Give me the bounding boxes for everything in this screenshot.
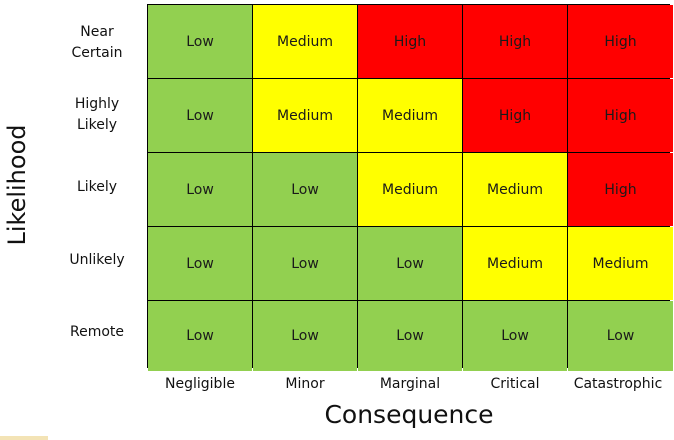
risk-cell: Medium [463, 227, 567, 300]
risk-cell: Medium [358, 153, 462, 226]
column-label-critical: Critical [490, 376, 540, 392]
column-label-minor: Minor [285, 376, 325, 392]
risk-cell: Low [148, 227, 252, 300]
column-label-catastrophic: Catastrophic [573, 376, 663, 392]
risk-cell: Low [358, 227, 462, 300]
risk-cell: High [568, 153, 673, 226]
risk-cell: Low [253, 301, 357, 371]
y-axis-title-text: Likelihood [3, 124, 31, 246]
risk-cell: High [568, 79, 673, 152]
row-label-unlikely: Unlikely [69, 251, 125, 268]
x-axis-title: Consequence [324, 400, 494, 429]
risk-cell: High [358, 5, 462, 78]
column-label-marginal: Marginal [379, 376, 441, 392]
risk-cell: Low [463, 301, 567, 371]
risk-cell: High [463, 5, 567, 78]
risk-cell: Low [148, 153, 252, 226]
risk-cell: High [568, 5, 673, 78]
risk-cell: Low [253, 227, 357, 300]
risk-cell: Low [148, 301, 252, 371]
risk-cell: Medium [253, 5, 357, 78]
risk-cell: Medium [463, 153, 567, 226]
row-label-near-certain: Near Certain [71, 24, 123, 61]
risk-cell: Low [358, 301, 462, 371]
corner-decoration [0, 436, 48, 440]
row-label-remote: Remote [69, 323, 125, 340]
column-label-negligible: Negligible [165, 376, 235, 392]
row-label-highly-likely: Highly Likely [74, 96, 120, 133]
risk-cell: Medium [358, 79, 462, 152]
risk-cell: Low [253, 153, 357, 226]
risk-cell: Low [568, 301, 673, 371]
risk-cell: High [463, 79, 567, 152]
risk-matrix: Low Medium High High High Low Medium Med… [147, 4, 673, 371]
risk-cell: Low [148, 5, 252, 78]
risk-cell: Medium [568, 227, 673, 300]
risk-cell: Medium [253, 79, 357, 152]
risk-cell: Low [148, 79, 252, 152]
row-label-likely: Likely [76, 178, 118, 195]
